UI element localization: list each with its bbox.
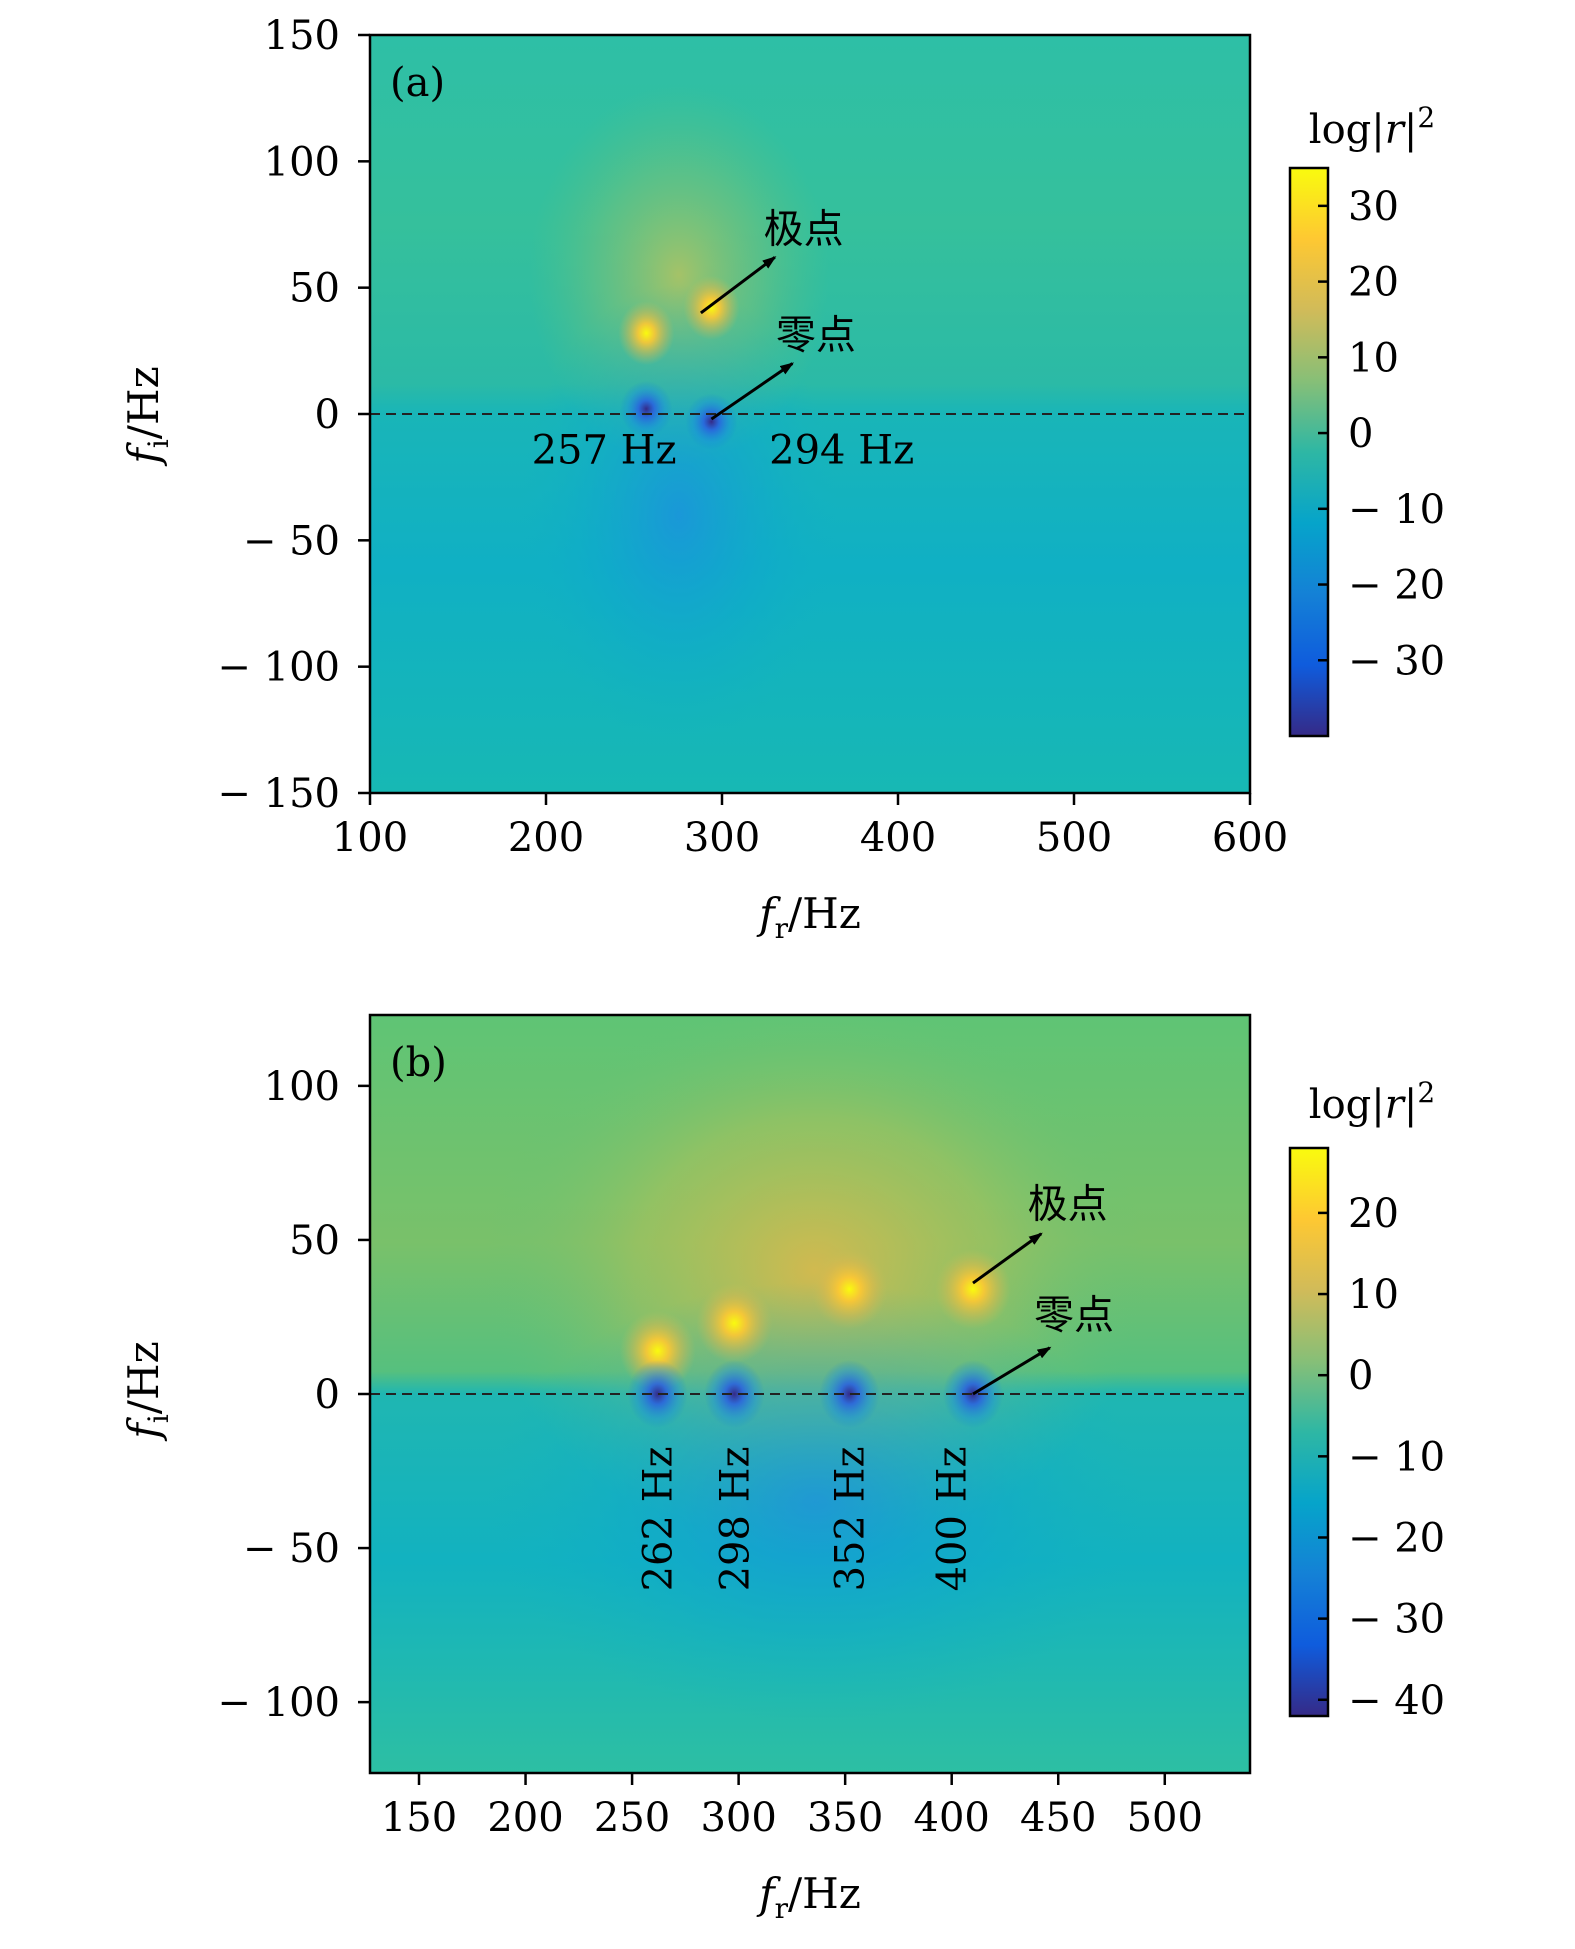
colorbar-tick-label: 10 bbox=[1348, 1272, 1399, 1318]
y-axis-label-a: fi/Hz bbox=[119, 366, 175, 466]
x-tick-label: 400 bbox=[860, 815, 936, 861]
zero-arrow bbox=[710, 362, 795, 421]
zero-frequency-label: 262 Hz bbox=[636, 1446, 682, 1591]
colorbar-gradient-b bbox=[1288, 1146, 1330, 1718]
x-tick-label: 200 bbox=[487, 1795, 563, 1841]
x-tick-label: 450 bbox=[1020, 1795, 1096, 1841]
y-tick-label: 150 bbox=[264, 13, 340, 59]
x-tick-label: 250 bbox=[594, 1795, 670, 1841]
colorbar-tick-label: − 30 bbox=[1348, 638, 1445, 684]
zero-frequency-label: 298 Hz bbox=[712, 1446, 758, 1591]
zero-frequency-label: 294 Hz bbox=[769, 427, 914, 473]
colorbar-tick-label: − 40 bbox=[1348, 1678, 1445, 1724]
x-axis-label-a: fr/Hz bbox=[756, 889, 861, 945]
y-tick-label: 0 bbox=[315, 1372, 340, 1418]
colorbar-tick-label: − 20 bbox=[1348, 563, 1445, 609]
zero-frequency-label: 352 Hz bbox=[827, 1446, 873, 1591]
pole-annotation: 极点 bbox=[764, 206, 844, 252]
y-tick-label: − 100 bbox=[217, 1680, 340, 1726]
zero-marker bbox=[627, 1360, 688, 1428]
colorbar-tick-label: 0 bbox=[1348, 411, 1373, 457]
colorbar-title-a: log|r|2 bbox=[1309, 101, 1435, 153]
zero-annotation: 零点 bbox=[776, 312, 856, 358]
heatmap-b bbox=[370, 1015, 1250, 1773]
pole-annotation: 极点 bbox=[1028, 1182, 1108, 1228]
colorbar-b: 20 10 0 − 10 − 20 − 30 − 40 log|r|2 bbox=[1288, 1076, 1445, 1724]
zero-annotation: 零点 bbox=[1034, 1293, 1114, 1339]
x-ticks-b: 150 200 250 300 350 400 450 500 bbox=[381, 1773, 1203, 1841]
x-tick-label: 150 bbox=[381, 1795, 457, 1841]
x-tick-label: 500 bbox=[1036, 815, 1112, 861]
colorbar-a: 30 20 10 0 − 10 − 20 − 30 log|r|2 bbox=[1288, 101, 1445, 738]
zero-frequency-label: 400 Hz bbox=[930, 1446, 976, 1591]
zero-marker bbox=[704, 1360, 765, 1428]
panel-label-b: (b) bbox=[390, 1040, 447, 1086]
colorbar-tick-label: 20 bbox=[1348, 1191, 1399, 1237]
zero-region-glow bbox=[485, 1281, 1146, 1722]
colorbar-gradient-a bbox=[1288, 166, 1330, 738]
pole-marker bbox=[811, 1249, 888, 1330]
x-tick-label: 300 bbox=[684, 815, 760, 861]
colorbar-ticks-a: 30 20 10 0 − 10 − 20 − 30 bbox=[1318, 184, 1445, 684]
pole-arrow bbox=[972, 1232, 1043, 1285]
x-tick-label: 400 bbox=[914, 1795, 990, 1841]
y-tick-label: 0 bbox=[315, 392, 340, 438]
pole-marker bbox=[696, 1283, 773, 1364]
x-axis-label-b: fr/Hz bbox=[756, 1869, 861, 1925]
zero-arrow bbox=[972, 1346, 1052, 1396]
y-tick-label: 100 bbox=[264, 1064, 340, 1110]
colorbar-tick-label: − 10 bbox=[1348, 487, 1445, 533]
panel-label-a: (a) bbox=[390, 60, 445, 106]
colorbar-title-b: log|r|2 bbox=[1309, 1076, 1435, 1128]
pole-marker bbox=[935, 1249, 1012, 1330]
y-tick-label: − 50 bbox=[243, 518, 340, 564]
heatmap-a bbox=[370, 35, 1250, 793]
zero-frequency-label: 257 Hz bbox=[532, 427, 677, 473]
colorbar-tick-label: − 30 bbox=[1348, 1597, 1445, 1643]
zero-marker bbox=[819, 1360, 880, 1428]
y-axis-label-b: fi/Hz bbox=[119, 1341, 175, 1441]
y-ticks-a: 150 100 50 0 − 50 − 100 − 150 bbox=[217, 13, 370, 817]
x-tick-label: 350 bbox=[807, 1795, 883, 1841]
y-tick-label: 50 bbox=[289, 1218, 340, 1264]
x-tick-label: 500 bbox=[1127, 1795, 1203, 1841]
pole-marker bbox=[683, 275, 740, 340]
colorbar-tick-label: − 20 bbox=[1348, 1515, 1445, 1561]
colorbar-tick-label: 0 bbox=[1348, 1353, 1373, 1399]
x-tick-label: 100 bbox=[332, 815, 408, 861]
colorbar-tick-label: 20 bbox=[1348, 260, 1399, 306]
x-tick-label: 600 bbox=[1212, 815, 1288, 861]
zero-marker bbox=[685, 393, 738, 450]
zero-region-glow bbox=[518, 285, 839, 746]
y-tick-label: 50 bbox=[289, 266, 340, 312]
y-tick-label: 100 bbox=[264, 139, 340, 185]
x-tick-label: 300 bbox=[700, 1795, 776, 1841]
colorbar-tick-label: 10 bbox=[1348, 335, 1399, 381]
y-ticks-b: 100 50 0 − 50 − 100 bbox=[217, 1064, 370, 1726]
y-tick-label: − 50 bbox=[243, 1526, 340, 1572]
colorbar-tick-label: − 10 bbox=[1348, 1434, 1445, 1480]
y-tick-label: − 100 bbox=[217, 645, 340, 691]
pole-arrow bbox=[699, 256, 777, 315]
pole-marker bbox=[618, 301, 675, 366]
y-tick-label: − 150 bbox=[217, 771, 340, 817]
colorbar-ticks-b: 20 10 0 − 10 − 20 − 30 − 40 bbox=[1318, 1191, 1445, 1724]
x-ticks-a: 100 200 300 400 500 600 bbox=[332, 793, 1288, 861]
x-tick-label: 200 bbox=[508, 815, 584, 861]
colorbar-tick-label: 30 bbox=[1348, 184, 1399, 230]
zero-marker bbox=[620, 380, 673, 437]
